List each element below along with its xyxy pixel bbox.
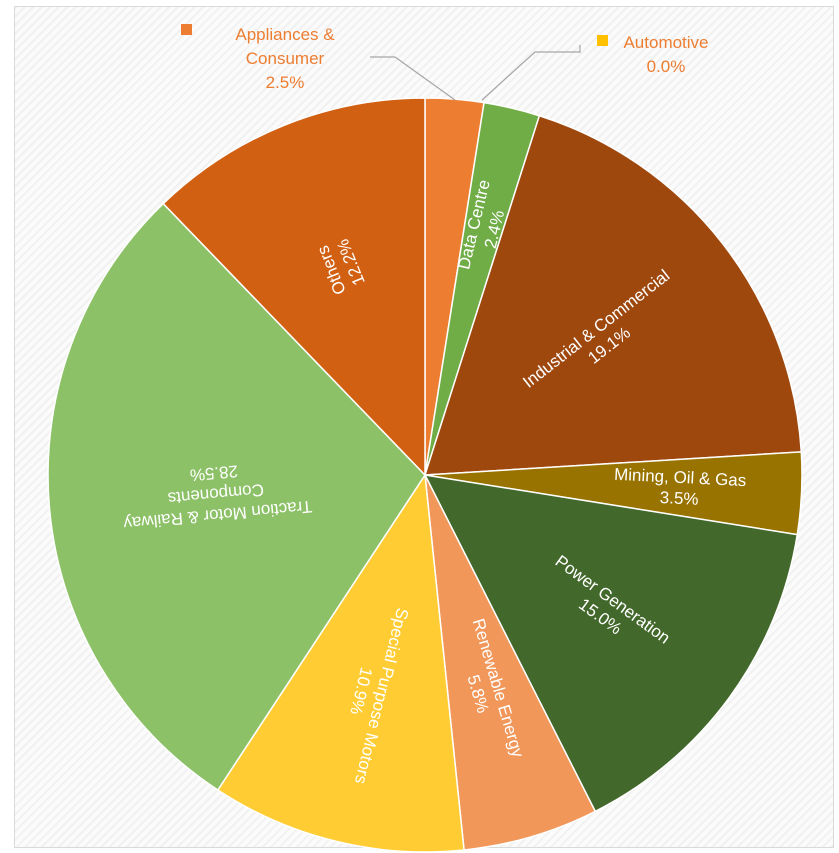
pie-slice-industrial-commercial [423,114,803,476]
pie-slice-power-generation [423,474,799,813]
data-label-appliances-consumer: Appliances & Consumer 2.5% [235,25,335,92]
leader-line-automotive [481,45,581,101]
pie-slice-renewable-energy [424,474,597,851]
data-label-others: Others12.2% [313,235,369,297]
legend-swatch-automotive [597,35,608,46]
data-label-automotive: Automotive 0.0% [623,33,708,76]
pie-slice-special-purpose-motors [216,472,465,853]
pie-slice-others [162,97,426,477]
leader-line-appliances-consumer [370,56,456,101]
legend-swatch-appliances-consumer [181,24,192,35]
pie-slice-traction-motor-railway-components [47,202,426,792]
